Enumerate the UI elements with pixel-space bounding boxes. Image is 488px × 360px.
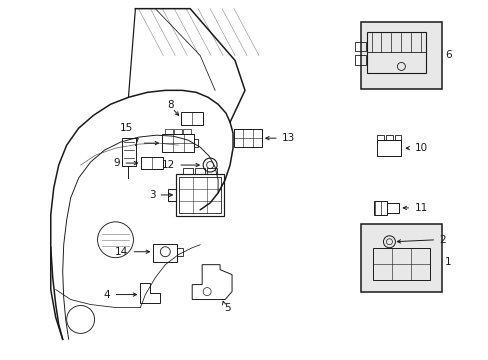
Bar bbox=[153, 244, 177, 262]
Bar bbox=[174, 129, 182, 134]
Bar bbox=[360, 224, 441, 292]
Bar bbox=[141, 157, 163, 169]
Text: 13: 13 bbox=[281, 133, 294, 143]
Bar bbox=[194, 139, 198, 147]
Bar bbox=[122, 138, 136, 166]
Text: 14: 14 bbox=[115, 247, 128, 257]
Text: 6: 6 bbox=[444, 50, 451, 60]
Bar bbox=[183, 168, 193, 174]
Bar bbox=[177, 248, 183, 256]
Bar bbox=[207, 168, 217, 174]
Bar bbox=[162, 134, 194, 152]
Bar bbox=[165, 129, 173, 134]
Bar bbox=[179, 177, 221, 213]
Bar bbox=[386, 203, 399, 213]
Text: 9: 9 bbox=[114, 158, 120, 168]
Text: 15: 15 bbox=[120, 123, 133, 133]
Bar bbox=[354, 55, 365, 66]
Bar bbox=[360, 22, 441, 89]
Bar bbox=[234, 129, 262, 147]
Bar bbox=[394, 135, 401, 140]
Text: 1: 1 bbox=[444, 257, 451, 267]
Text: 3: 3 bbox=[148, 190, 155, 200]
Bar bbox=[386, 135, 392, 140]
Bar bbox=[183, 129, 191, 134]
Text: 7: 7 bbox=[132, 138, 138, 148]
Text: 5: 5 bbox=[224, 302, 230, 312]
Bar bbox=[195, 168, 205, 174]
Bar bbox=[176, 174, 224, 216]
Text: 11: 11 bbox=[413, 203, 427, 213]
Text: 8: 8 bbox=[166, 100, 173, 110]
Bar bbox=[377, 140, 401, 156]
Bar bbox=[372, 248, 429, 280]
Bar bbox=[366, 32, 426, 73]
Bar bbox=[373, 201, 386, 215]
Bar bbox=[181, 112, 203, 125]
Text: 2: 2 bbox=[438, 235, 445, 245]
Bar bbox=[354, 41, 365, 51]
Text: 10: 10 bbox=[413, 143, 427, 153]
Text: 4: 4 bbox=[103, 289, 110, 300]
Bar bbox=[168, 189, 176, 201]
Bar bbox=[377, 135, 383, 140]
Text: 12: 12 bbox=[162, 160, 175, 170]
